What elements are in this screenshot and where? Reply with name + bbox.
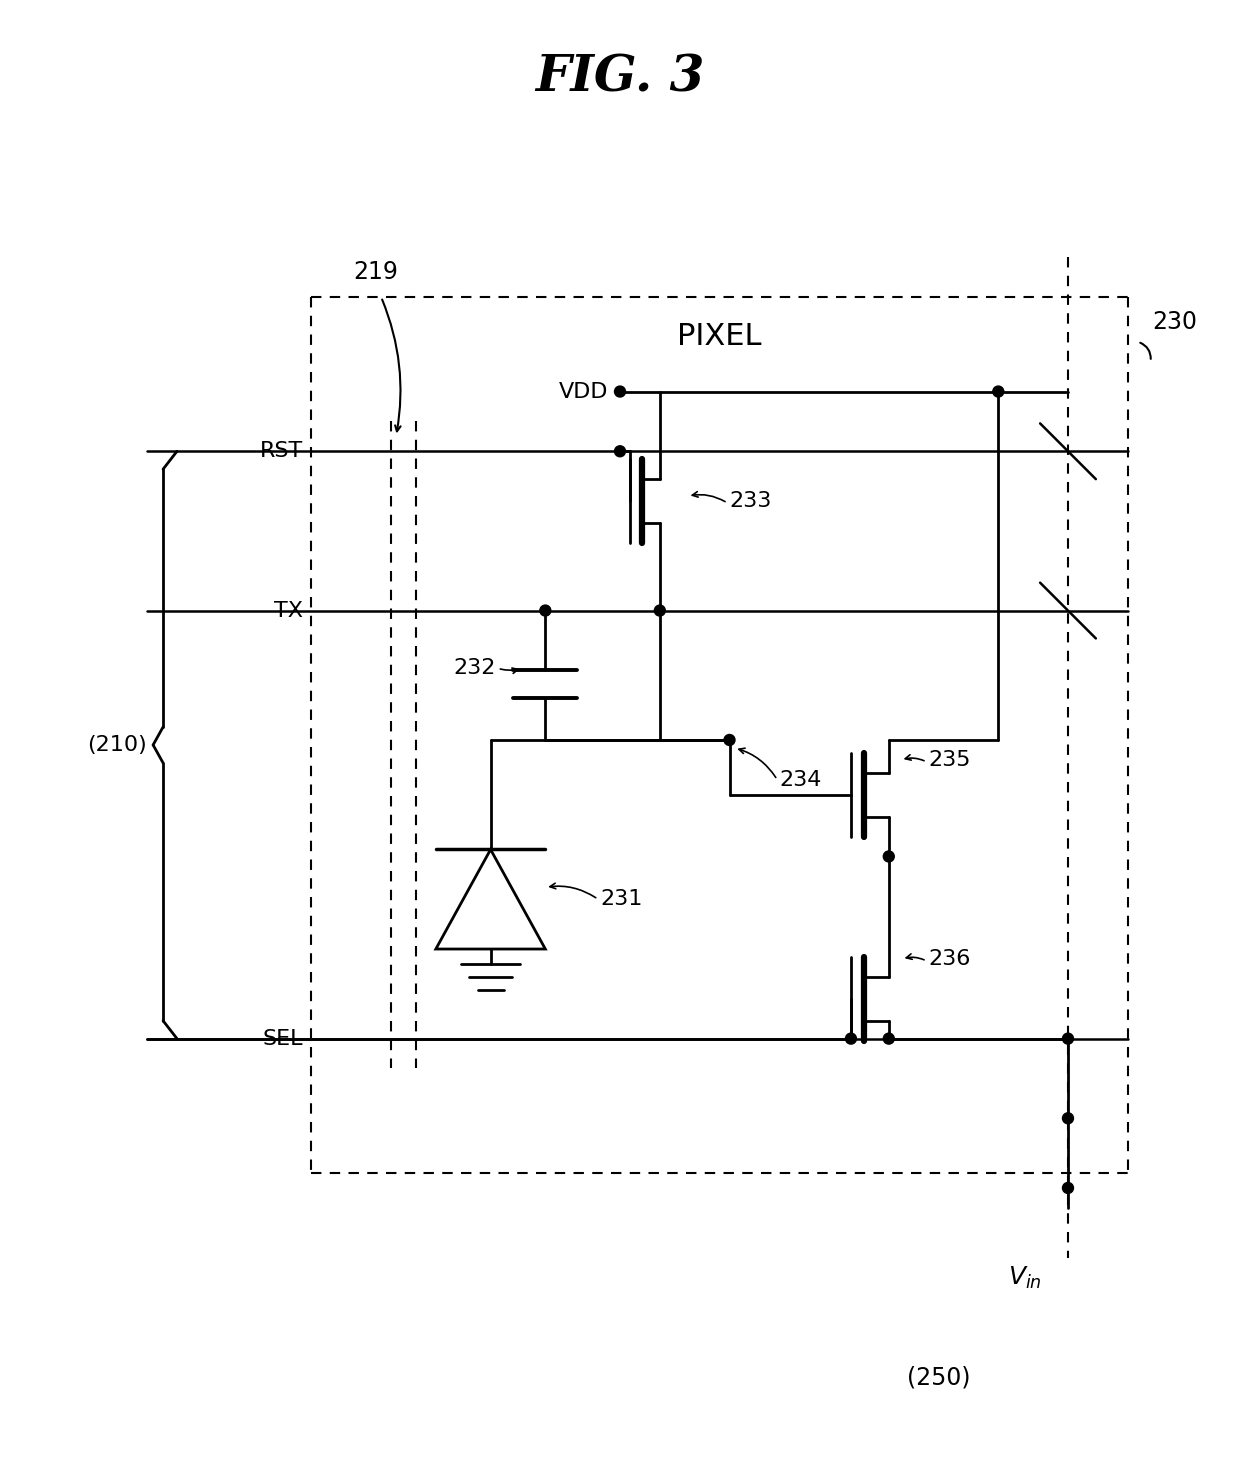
Text: 231: 231 — [600, 889, 642, 910]
Text: 219: 219 — [353, 260, 398, 285]
Circle shape — [724, 735, 735, 745]
Text: VDD: VDD — [558, 381, 608, 402]
Text: 233: 233 — [729, 491, 771, 511]
Text: TX: TX — [274, 600, 304, 621]
Text: 235: 235 — [929, 750, 971, 770]
Circle shape — [615, 446, 625, 456]
Circle shape — [1063, 1182, 1074, 1194]
Text: RST: RST — [260, 442, 304, 461]
Text: 236: 236 — [929, 949, 971, 970]
Circle shape — [655, 604, 666, 616]
Circle shape — [1063, 1033, 1074, 1045]
Circle shape — [1063, 1113, 1074, 1124]
Text: FIG. 3: FIG. 3 — [536, 53, 704, 103]
Circle shape — [883, 851, 894, 863]
Text: PIXEL: PIXEL — [677, 323, 761, 351]
Text: $V_{in}$: $V_{in}$ — [1008, 1265, 1042, 1291]
Circle shape — [883, 1033, 894, 1045]
Text: (250): (250) — [906, 1366, 971, 1389]
Text: (210): (210) — [87, 735, 148, 756]
Circle shape — [993, 386, 1003, 398]
Text: 232: 232 — [453, 659, 496, 678]
Text: 234: 234 — [779, 770, 822, 789]
Circle shape — [539, 604, 551, 616]
Text: 230: 230 — [1153, 310, 1198, 334]
Circle shape — [846, 1033, 857, 1045]
Circle shape — [615, 386, 625, 398]
Text: SEL: SEL — [263, 1028, 304, 1049]
